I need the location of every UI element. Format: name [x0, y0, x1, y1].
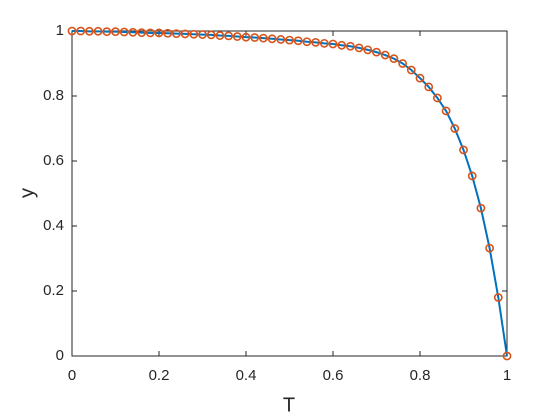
data-marker	[450, 124, 460, 133]
data-marker	[424, 82, 434, 92]
data-marker	[67, 26, 77, 36]
data-marker	[319, 38, 329, 48]
data-marker	[476, 203, 486, 213]
x-tick-label: 1	[503, 367, 511, 384]
data-marker	[137, 28, 146, 38]
y-tick-label: 0.8	[43, 87, 64, 104]
data-marker	[232, 32, 242, 41]
data-marker	[198, 30, 207, 39]
data-marker	[267, 34, 277, 44]
x-tick-label: 0.2	[149, 367, 170, 384]
data-marker	[206, 30, 216, 40]
data-marker	[276, 35, 286, 44]
data-marker	[93, 26, 103, 36]
x-axis-title: T	[283, 394, 295, 416]
data-marker	[354, 43, 364, 53]
data-marker	[102, 27, 112, 37]
x-tick-label: 0	[68, 367, 76, 384]
data-marker	[241, 32, 251, 42]
data-marker	[250, 33, 260, 42]
data-marker	[380, 50, 390, 60]
data-marker	[459, 145, 468, 155]
data-marker	[76, 26, 86, 36]
data-marker	[328, 39, 338, 49]
data-marker	[337, 40, 347, 50]
data-marker	[293, 36, 303, 46]
y-tick-label: 0.4	[43, 217, 64, 234]
data-marker	[311, 37, 320, 47]
data-marker	[285, 35, 294, 45]
data-marker	[493, 293, 503, 302]
data-marker	[372, 47, 381, 57]
data-marker	[189, 29, 199, 39]
data-marker	[145, 28, 155, 38]
plot-area	[71, 30, 508, 357]
data-marker	[363, 45, 373, 55]
x-tick-label: 0.8	[410, 367, 431, 384]
data-marker	[171, 29, 181, 38]
data-marker	[345, 41, 355, 51]
data-marker	[111, 27, 120, 37]
data-marker	[85, 26, 94, 36]
data-marker	[389, 54, 399, 64]
data-marker	[215, 31, 225, 40]
data-marker	[180, 29, 190, 39]
data-marker	[258, 33, 268, 43]
data-marker	[119, 27, 129, 37]
x-tick-label: 0.4	[236, 367, 257, 384]
data-marker	[467, 171, 477, 181]
y-tick-label: 0.6	[43, 152, 64, 169]
data-marker	[154, 28, 164, 38]
x-tick-label: 0.6	[323, 367, 344, 384]
data-marker	[441, 106, 451, 116]
data-marker	[398, 59, 407, 68]
data-marker	[502, 351, 512, 361]
data-marker	[432, 93, 442, 103]
data-marker	[406, 65, 416, 75]
y-tick-label: 1	[56, 22, 64, 39]
data-marker	[415, 73, 425, 83]
data-marker	[163, 28, 173, 38]
data-marker	[224, 31, 233, 41]
data-marker	[302, 37, 312, 47]
data-marker	[128, 27, 138, 37]
y-tick-label: 0.2	[43, 282, 64, 299]
y-axis-title: y	[16, 188, 38, 198]
data-marker	[485, 243, 494, 253]
y-tick-label: 0	[56, 347, 64, 364]
